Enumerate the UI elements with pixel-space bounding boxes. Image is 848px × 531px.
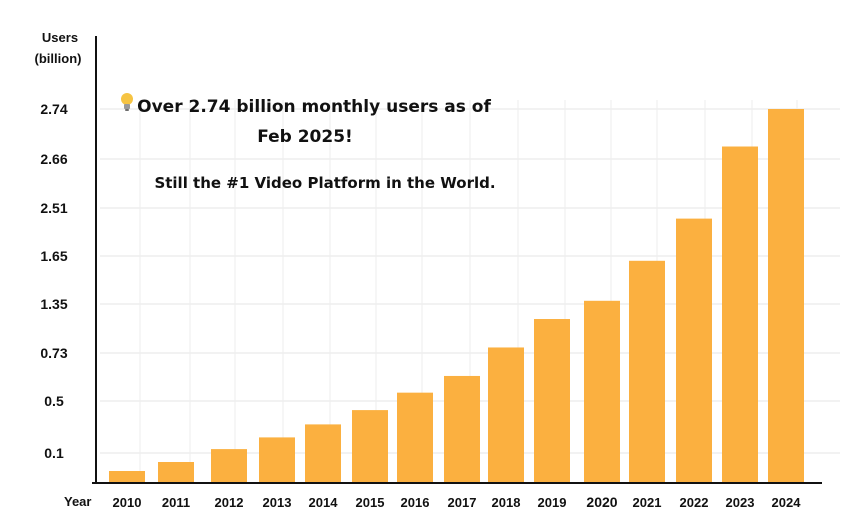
x-tick-label: 2010	[113, 495, 142, 510]
y-axis-title-line2: (billion)	[35, 51, 82, 66]
bar-2018	[488, 347, 524, 483]
bars	[109, 109, 804, 483]
x-tick-label: 2012	[215, 495, 244, 510]
bar-2020	[584, 300, 620, 483]
x-tick-label: 2019	[538, 495, 567, 510]
y-tick-label: 2.66	[40, 151, 67, 167]
x-axis-title: Year	[64, 494, 91, 509]
y-tick-label: 1.65	[40, 248, 67, 264]
lightbulb-icon	[119, 92, 135, 122]
x-tick-label: 2020	[586, 494, 617, 510]
headline-line-2: Feb 2025!	[257, 127, 353, 147]
y-tick-label: 0.73	[40, 345, 67, 361]
headline-callout: Over 2.74 billion monthly users as of Fe…	[110, 92, 500, 152]
x-tick-label: 2014	[309, 495, 339, 510]
bar-2024	[768, 109, 804, 483]
bar-2013	[259, 437, 295, 483]
bar-2022	[676, 218, 712, 483]
bar-2023	[722, 146, 758, 483]
x-tick-labels: 2010 2011 2012 2013 2014 2015 2016 2017 2018 2019…	[113, 494, 802, 510]
bar-2015	[352, 410, 388, 483]
x-tick-label: 2023	[726, 495, 755, 510]
x-tick-label: 2021	[633, 495, 662, 510]
headline-line-1: Over 2.74 billion monthly users as of	[137, 97, 491, 117]
y-tick-label: 1.35	[40, 296, 67, 312]
x-tick-label: 2022	[680, 495, 709, 510]
subline-callout: Still the #1 Video Platform in the World…	[154, 174, 496, 192]
bar-2011	[158, 462, 194, 483]
x-tick-label: 2013	[263, 495, 292, 510]
x-tick-label: 2016	[401, 495, 430, 510]
bar-2010	[109, 471, 145, 483]
y-tick-label: 2.74	[40, 101, 67, 117]
bar-2012	[211, 449, 247, 483]
x-tick-label: 2018	[492, 495, 521, 510]
bar-2016	[397, 392, 433, 483]
y-axis-title-line1: Users	[42, 30, 78, 45]
x-tick-label: 2024	[772, 495, 802, 510]
bar-2019	[534, 319, 570, 483]
x-tick-label: 2011	[162, 495, 190, 510]
y-tick-label: 0.5	[44, 393, 64, 409]
y-tick-labels: 0.1 0.5 0.73 1.35 1.65 2.51 2.66 2.74	[40, 101, 67, 461]
bar-2017	[444, 375, 480, 483]
y-tick-label: 0.1	[44, 445, 64, 461]
bar-2021	[629, 260, 665, 483]
y-tick-label: 2.51	[40, 200, 67, 216]
x-tick-label: 2015	[356, 495, 385, 510]
bar-2014	[305, 424, 341, 483]
x-tick-label: 2017	[448, 495, 477, 510]
